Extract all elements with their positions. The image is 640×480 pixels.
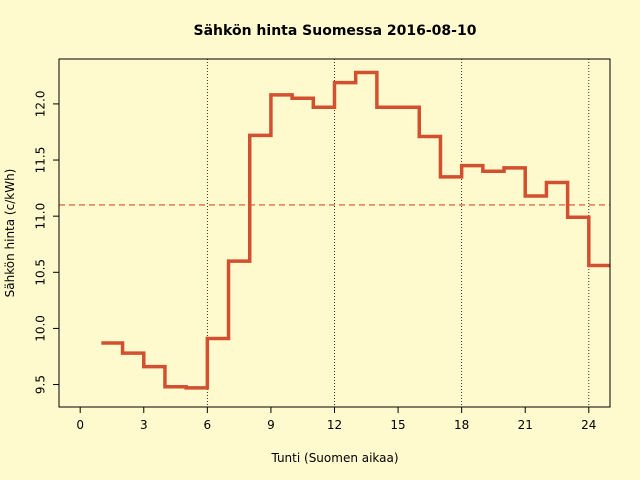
x-tick-label-9: 9	[267, 418, 275, 432]
y-axis-label: Sähkön hinta (c/kWh)	[3, 169, 17, 298]
y-tick-label-3: 11.0	[34, 203, 48, 230]
y-tick-label-5: 12.0	[34, 91, 48, 118]
x-tick-label-12: 12	[327, 418, 342, 432]
x-tick-label-15: 15	[390, 418, 405, 432]
x-tick-label-21: 21	[518, 418, 533, 432]
y-tick-label-2: 10.5	[34, 259, 48, 286]
x-tick-label-0: 0	[76, 418, 84, 432]
plot-area	[58, 58, 611, 408]
y-tick-label-4: 11.5	[34, 147, 48, 174]
x-tick-label-24: 24	[581, 418, 596, 432]
chart-title: Sähkön hinta Suomessa 2016-08-10	[194, 23, 477, 39]
axis-ticks: 0 3 6 9 12 15 18 21 24 9.5 10.0 10.5 11.0 11.5 12.0	[34, 91, 597, 432]
y-tick-label-1: 10.0	[34, 315, 48, 342]
x-tick-label-18: 18	[454, 418, 469, 432]
series-line	[101, 70, 610, 390]
x-axis-label: Tunti (Suomen aikaa)	[270, 451, 398, 465]
x-tick-label-6: 6	[204, 418, 212, 432]
y-tick-label-0: 9.5	[34, 375, 48, 394]
x-tick-label-3: 3	[140, 418, 148, 432]
